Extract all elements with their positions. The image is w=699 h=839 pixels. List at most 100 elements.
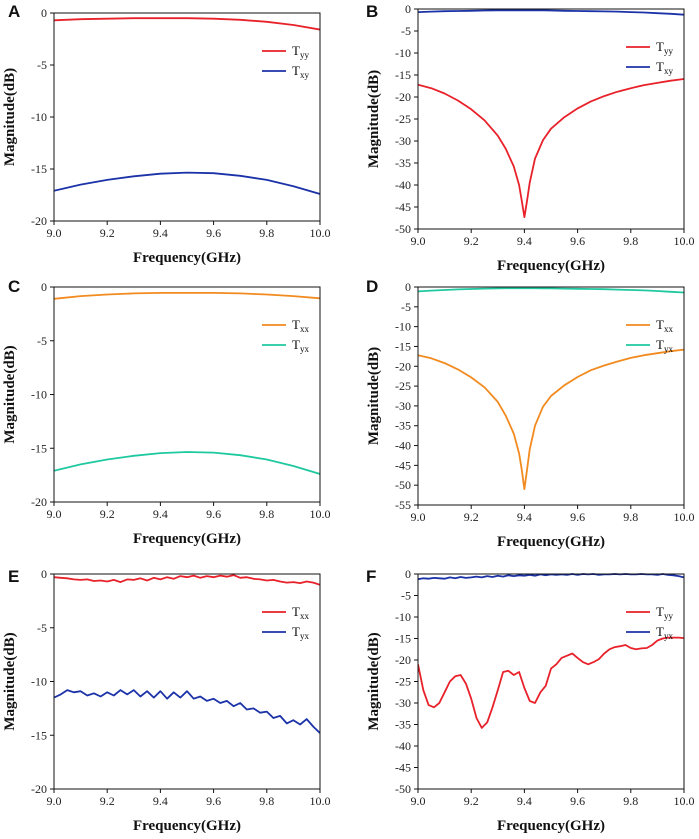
y-tick-label: 0 [405, 280, 411, 294]
x-tick-label: 9.8 [259, 507, 274, 521]
chart-panel-a: A 9.0 9.2 9.4 9.6 9.8 10.0 0 -5 -10 -15 -20 Frequenc… [2, 2, 331, 266]
y-tick-label: -35 [395, 718, 411, 732]
y-tick-label: -15 [395, 68, 411, 82]
x-tick-label: 9.4 [153, 794, 168, 808]
series-line-tyy [54, 17, 320, 31]
panel-letter: C [8, 277, 20, 296]
x-tick-label: 9.6 [570, 794, 585, 808]
series-line-txx [54, 574, 320, 586]
series-line-txx [54, 291, 320, 300]
y-axis-title: Magnitude(dB) [366, 347, 382, 445]
legend-label: Tyy [656, 604, 673, 621]
y-tick-label: -5 [37, 334, 47, 348]
y-tick-label: -35 [395, 419, 411, 433]
legend-label: Tyx [656, 624, 673, 641]
series-line-tyx [54, 451, 320, 475]
y-tick-label: -15 [31, 728, 47, 742]
panel-letter: F [366, 567, 376, 586]
x-tick-label: 9.2 [464, 510, 479, 524]
y-tick-label: 0 [41, 6, 47, 20]
y-tick-label: -5 [37, 621, 47, 635]
legend-label: Tyx [292, 624, 309, 641]
y-tick-label: -50 [395, 478, 411, 492]
x-axis-title: Frequency(GHz) [497, 258, 605, 274]
plot-frame [53, 573, 321, 790]
x-tick-label: 10.0 [674, 234, 695, 248]
y-tick-label: -40 [395, 439, 411, 453]
y-axis-title: Magnitude(dB) [2, 632, 18, 730]
x-tick-label: 9.2 [100, 794, 115, 808]
y-tick-label: -45 [395, 761, 411, 775]
x-tick-label: 9.2 [464, 234, 479, 248]
x-tick-label: 10.0 [674, 510, 695, 524]
x-tick-label: 9.8 [623, 510, 638, 524]
chart-panel-e: E 9.0 9.2 9.4 9.6 9.8 10.0 0 -5 -10 -15 -20 Frequenc… [2, 567, 331, 834]
x-axis-title: Frequency(GHz) [133, 818, 241, 834]
y-tick-label: -20 [31, 214, 47, 228]
y-tick-label: -20 [395, 653, 411, 667]
y-axis-title: Magnitude(dB) [366, 632, 382, 730]
series-line-tyy [418, 78, 684, 219]
legend-label: Tyy [292, 43, 309, 60]
y-tick-label: -40 [395, 739, 411, 753]
chart-panel-c: C 9.0 9.2 9.4 9.6 9.8 10.0 0 -5 -10 -15 -20 Frequenc… [2, 277, 331, 547]
x-tick-label: 9.6 [570, 510, 585, 524]
x-tick-label: 9.4 [517, 510, 532, 524]
chart-panel-f: F 9.0 9.2 9.4 9.6 9.8 10.0 0 -5 -10 -15 -20 -25 -30 -3… [366, 567, 695, 834]
y-tick-label: -30 [395, 696, 411, 710]
y-tick-label: -10 [31, 675, 47, 689]
legend-label: Txx [292, 604, 309, 621]
y-tick-label: -15 [395, 339, 411, 353]
plot-frame [53, 286, 321, 503]
legend-label: Txy [656, 59, 673, 76]
x-tick-label: 10.0 [310, 507, 331, 521]
y-axis-title: Magnitude(dB) [2, 68, 18, 166]
y-tick-label: -45 [395, 458, 411, 472]
y-tick-label: -5 [401, 24, 411, 38]
x-tick-label: 9.8 [623, 234, 638, 248]
x-tick-label: 9.6 [206, 507, 221, 521]
y-tick-label: 0 [41, 567, 47, 581]
y-tick-label: -50 [395, 222, 411, 236]
series-line-txy [418, 9, 684, 16]
y-tick-label: 0 [405, 567, 411, 581]
y-tick-label: -30 [395, 134, 411, 148]
x-tick-label: 10.0 [310, 226, 331, 240]
x-tick-label: 9.2 [100, 226, 115, 240]
series-line-tyy [418, 636, 684, 729]
x-tick-label: 9.2 [464, 794, 479, 808]
x-tick-label: 9.0 [47, 794, 62, 808]
x-tick-label: 9.6 [206, 794, 221, 808]
y-tick-label: -30 [395, 399, 411, 413]
y-tick-label: 0 [405, 2, 411, 16]
x-axis-title: Frequency(GHz) [133, 531, 241, 547]
x-tick-label: 9.0 [411, 794, 426, 808]
x-axis-title: Frequency(GHz) [133, 250, 241, 266]
y-tick-label: -40 [395, 178, 411, 192]
plot-frame [53, 12, 321, 222]
y-tick-label: -20 [395, 359, 411, 373]
x-tick-label: 9.8 [259, 794, 274, 808]
y-tick-label: -5 [37, 58, 47, 72]
x-tick-label: 9.8 [623, 794, 638, 808]
y-tick-label: -20 [31, 782, 47, 796]
legend-label: Txx [292, 317, 309, 334]
y-tick-label: -20 [31, 495, 47, 509]
legend-label: Tyx [292, 337, 309, 354]
panel-letter: A [8, 2, 20, 21]
y-tick-label: -15 [31, 441, 47, 455]
y-tick-label: -15 [395, 632, 411, 646]
y-tick-label: 0 [41, 280, 47, 294]
y-tick-label: -10 [395, 610, 411, 624]
y-tick-label: -25 [395, 379, 411, 393]
chart-panel-d: D 9.0 9.2 9.4 9.6 9.8 10.0 0 -5 -10 -15 -20 -25 -30 -3… [366, 277, 695, 550]
x-tick-label: 9.4 [517, 234, 532, 248]
y-axis-title: Magnitude(dB) [366, 70, 382, 168]
y-tick-label: -25 [395, 675, 411, 689]
x-tick-label: 10.0 [310, 794, 331, 808]
x-axis-title: Frequency(GHz) [497, 818, 605, 834]
panel-letter: D [366, 277, 378, 296]
y-tick-label: -20 [395, 90, 411, 104]
legend-label: Txy [292, 63, 309, 80]
y-tick-label: -25 [395, 112, 411, 126]
